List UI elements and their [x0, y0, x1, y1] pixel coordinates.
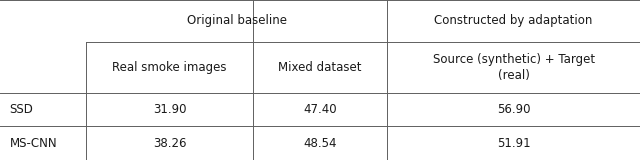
Text: Mixed dataset: Mixed dataset	[278, 61, 362, 74]
Text: MS-CNN: MS-CNN	[10, 137, 57, 150]
Text: 51.91: 51.91	[497, 137, 531, 150]
Text: 38.26: 38.26	[153, 137, 186, 150]
Text: 56.90: 56.90	[497, 103, 531, 116]
Text: 31.90: 31.90	[153, 103, 186, 116]
Text: SSD: SSD	[10, 103, 33, 116]
Text: 48.54: 48.54	[303, 137, 337, 150]
Text: Constructed by adaptation: Constructed by adaptation	[435, 14, 593, 27]
Text: Original baseline: Original baseline	[187, 14, 287, 27]
Text: Source (synthetic) + Target
(real): Source (synthetic) + Target (real)	[433, 53, 595, 82]
Text: Real smoke images: Real smoke images	[113, 61, 227, 74]
Text: 47.40: 47.40	[303, 103, 337, 116]
